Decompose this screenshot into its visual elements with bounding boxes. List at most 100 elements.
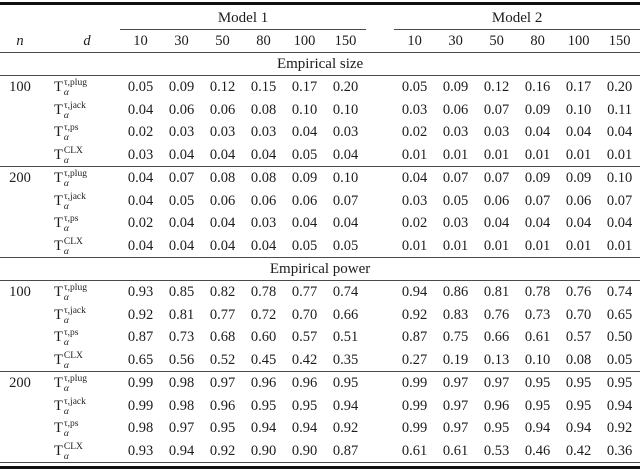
data-cell-model1: 0.03	[250, 124, 277, 141]
stat-scripts: τ,ps α	[64, 123, 79, 144]
data-cell-model1: 0.04	[168, 146, 195, 163]
data-cell-model1: 0.05	[168, 192, 195, 209]
data-cell-model2: 0.99	[401, 397, 428, 414]
data-cell-model2: 0.02	[401, 215, 428, 232]
data-cell-model1: 0.08	[250, 101, 277, 118]
data-cell-model1: 0.02	[127, 215, 154, 232]
data-cell-model2: 0.07	[606, 192, 633, 209]
stat-superscript: τ,plug	[63, 169, 87, 179]
data-cell-model1: 0.74	[332, 284, 359, 301]
data-cell-model1: 0.51	[332, 329, 359, 346]
data-cell-model1: 0.99	[120, 371, 161, 395]
data-cell-model2: 0.01	[565, 146, 592, 163]
data-cell-model1: 0.98	[127, 420, 154, 437]
data-cell-model2: 0.95	[599, 371, 640, 395]
data-cell-model1: 0.93	[127, 442, 154, 459]
stat-subscript: α	[63, 155, 69, 166]
data-cell-model1: 0.99	[127, 397, 154, 414]
data-cell-model2: 0.09	[524, 101, 551, 118]
stat-base: T	[54, 375, 63, 392]
data-cell-model2: 0.70	[565, 306, 592, 323]
data-cell-model1: 0.04	[250, 146, 277, 163]
stat-base: T	[54, 146, 63, 163]
n-value: 100	[9, 79, 31, 96]
dim-header-m2-100: 100	[567, 33, 590, 49]
data-cell-model1: 0.96	[284, 371, 325, 395]
stat-base: T	[54, 215, 63, 232]
data-cell-model1: 0.82	[209, 284, 236, 301]
dim-header-m2-150: 150	[608, 33, 631, 49]
stat-scripts: CLX α	[64, 237, 83, 258]
dim-header-m2-50: 50	[489, 33, 504, 49]
data-cell-model1: 0.92	[332, 420, 359, 437]
stat-superscript: τ,ps	[63, 328, 79, 338]
data-cell-model2: 0.61	[442, 442, 469, 459]
stat-superscript: τ,jack	[63, 191, 86, 202]
data-cell-model2: 0.73	[524, 306, 551, 323]
data-cell-model1: 0.94	[250, 420, 277, 437]
data-cell-model2: 0.97	[442, 397, 469, 414]
d-column-header: d	[83, 32, 91, 49]
column-gap	[366, 4, 394, 30]
data-cell-model1: 0.97	[168, 420, 195, 437]
data-cell-model1: 0.87	[332, 442, 359, 459]
data-cell-model2: 0.75	[442, 329, 469, 346]
data-cell-model2: 0.92	[606, 420, 633, 437]
column-gap	[366, 326, 394, 349]
data-cell-model2: 0.74	[606, 284, 633, 301]
n-value	[0, 235, 40, 258]
data-cell-model2: 0.36	[606, 442, 633, 459]
data-cell-model2: 0.10	[524, 351, 551, 368]
n-value	[0, 190, 40, 213]
data-cell-model1: 0.66	[332, 306, 359, 323]
table-row: T CLX α 0.04 0.04 0.04 0.04 0.05 0.05 0.01 0.01 0.0…	[0, 235, 640, 258]
data-cell-model1: 0.06	[250, 192, 277, 209]
table-row: T CLX α 0.65 0.56 0.52 0.45 0.42 0.35 0.27 0.19 0.1…	[0, 349, 640, 372]
stat-label: T CLX α	[40, 440, 120, 463]
data-cell-model1: 0.94	[332, 397, 359, 414]
stat-scripts: τ,plug α	[64, 283, 87, 304]
data-cell-model2: 0.94	[401, 284, 428, 301]
stat-superscript: CLX	[63, 441, 83, 452]
stat-base: T	[54, 192, 63, 209]
data-cell-model1: 0.04	[209, 237, 236, 254]
data-cell-model1: 0.03	[332, 124, 359, 141]
stat-subscript: α	[63, 88, 69, 99]
data-cell-model1: 0.04	[127, 101, 154, 118]
stat-scripts: τ,plug α	[64, 169, 87, 190]
n-value	[0, 304, 40, 327]
data-cell-model1: 0.04	[127, 192, 154, 209]
model1-header: Model 1	[120, 3, 367, 30]
column-gap	[366, 190, 394, 213]
dim-header-m1-80: 80	[256, 33, 271, 49]
data-cell-model2: 0.06	[442, 101, 469, 118]
column-gap	[366, 212, 394, 235]
stat-subscript: α	[63, 293, 69, 304]
data-cell-model2: 0.97	[442, 420, 469, 437]
stat-scripts: τ,jack α	[64, 101, 86, 122]
data-cell-model2: 0.97	[435, 371, 477, 395]
stat-base: T	[54, 397, 63, 414]
n-value	[0, 326, 40, 349]
data-cell-model2: 0.04	[565, 124, 592, 141]
data-cell-model1: 0.20	[332, 79, 359, 96]
stat-symbol: T CLX α	[54, 145, 83, 166]
data-cell-model1: 0.09	[284, 166, 325, 190]
stat-scripts: τ,plug α	[64, 78, 87, 99]
stat-superscript: τ,jack	[63, 100, 86, 111]
data-cell-model2: 0.61	[524, 329, 551, 346]
data-cell-model1: 0.04	[209, 146, 236, 163]
